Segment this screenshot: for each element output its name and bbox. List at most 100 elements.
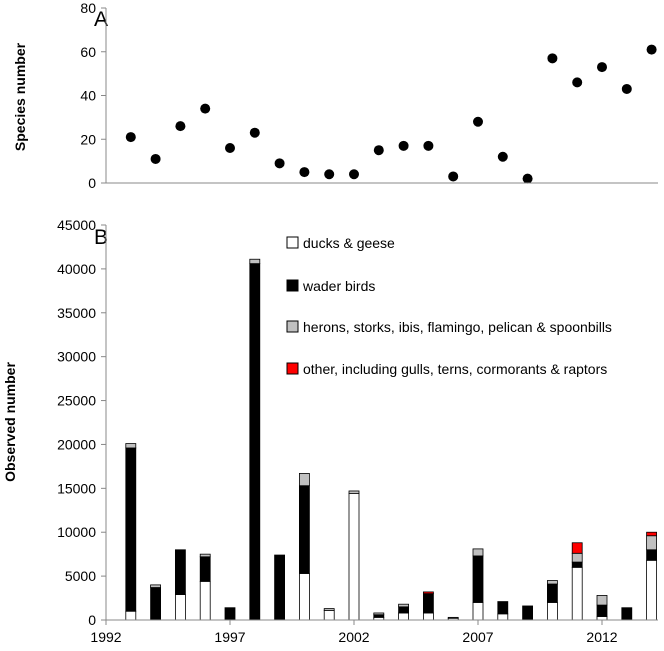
bar-segment-wader-birds xyxy=(596,604,608,617)
bar-segment-wader-birds xyxy=(646,549,657,561)
legend-label: wader birds xyxy=(302,278,375,294)
bar-segment-wader-birds xyxy=(422,593,434,614)
bar-segment-herons-storks xyxy=(199,553,211,558)
panel-b-y-tick-label: 45000 xyxy=(57,217,96,233)
bar-segment-herons-storks xyxy=(373,612,385,616)
bar-segment-other xyxy=(571,542,583,554)
panel-a-data-point xyxy=(225,143,235,153)
panel-a-data-point xyxy=(621,83,632,94)
bar-segment-wader-birds xyxy=(199,556,211,582)
panel-a-data-point xyxy=(324,169,335,180)
bar-segment-herons-storks xyxy=(398,603,410,608)
panel-a-y-axis-title: Species number xyxy=(12,42,28,151)
bar-segment-herons-storks xyxy=(447,616,459,619)
panel-b-y-tick-label: 20000 xyxy=(57,436,96,452)
bar-segment-herons-storks xyxy=(150,584,162,588)
bar-segment-herons-storks xyxy=(298,473,310,487)
panel-a-data-point xyxy=(373,145,384,156)
bar-segment-ducks-geese xyxy=(547,602,558,621)
panel-a-data-point xyxy=(547,53,558,64)
bar-segment-wader-birds xyxy=(497,601,509,615)
panel-b-y-tick-label: 10000 xyxy=(57,524,96,540)
bar-segment-wader-birds xyxy=(398,606,410,614)
bar-segment-herons-storks xyxy=(547,580,558,585)
bar-segment-ducks-geese xyxy=(298,573,310,621)
panel-a-data-point xyxy=(646,44,657,55)
bar-segment-wader-birds xyxy=(472,555,484,603)
bar-segment-ducks-geese xyxy=(398,612,410,621)
panel-a-y-tick-label: 60 xyxy=(80,44,96,60)
legend-label: ducks & geese xyxy=(303,235,395,251)
legend-swatch xyxy=(286,362,299,375)
bar-segment-ducks-geese xyxy=(472,602,484,621)
panel-a-data-point xyxy=(522,173,533,184)
panel-a-data-point xyxy=(349,169,359,180)
bar-segment-wader-birds xyxy=(547,583,558,603)
panel-a-data-point xyxy=(175,121,186,132)
bar-segment-herons-storks xyxy=(472,548,484,557)
bar-segment-wader-birds xyxy=(224,607,236,621)
panel-a-data-point xyxy=(249,127,260,138)
panel-a-data-point xyxy=(497,151,508,162)
panel-a-data-point xyxy=(299,167,310,178)
bar-segment-wader-birds xyxy=(150,587,162,621)
panel-b-x-tick-label: 2002 xyxy=(338,629,369,645)
panel-a: A Species number 0 20 40 60 80 xyxy=(12,0,658,191)
panel-a-y-tick-label: 20 xyxy=(80,131,96,147)
bar-segment-wader-birds xyxy=(621,607,633,621)
bar-segment-wader-birds xyxy=(174,549,186,595)
bar-segment-other xyxy=(646,531,657,537)
panel-b-y-tick-label: 25000 xyxy=(57,393,96,409)
panel-a-data-point xyxy=(423,140,434,151)
bar-segment-ducks-geese xyxy=(125,610,137,621)
legend-swatch xyxy=(286,236,299,249)
panel-a-data-point xyxy=(200,103,211,114)
panel-b-y-tick-label: 15000 xyxy=(57,480,96,496)
panel-a-data-point xyxy=(448,171,459,182)
bar-segment-herons-storks xyxy=(125,443,137,449)
panel-a-data-point xyxy=(473,116,483,127)
bar-segment-ducks-geese xyxy=(571,566,583,621)
legend-label: herons, storks, ibis, flamingo, pelican … xyxy=(303,319,612,335)
bar-segment-wader-birds xyxy=(125,447,137,612)
bar-segment-herons-storks xyxy=(596,595,608,606)
bar-segment-wader-birds xyxy=(571,561,583,568)
panel-a-data-point xyxy=(597,62,607,73)
panel-b-y-tick-label: 40000 xyxy=(57,261,96,277)
bar-segment-wader-birds xyxy=(249,263,261,621)
panel-b-label: B xyxy=(94,226,108,249)
bar-segment-wader-birds xyxy=(298,485,310,574)
panel-a-data-point xyxy=(125,132,136,143)
panel-a-y-tick-label: 40 xyxy=(80,88,96,104)
panel-a-data-point xyxy=(572,77,583,88)
bar-segment-ducks-geese xyxy=(323,609,335,621)
panel-b-y-tick-label: 35000 xyxy=(57,305,96,321)
panel-a-y-ticks: 0 20 40 60 80 xyxy=(80,0,106,191)
panel-b-y-tick-label: 30000 xyxy=(57,349,96,365)
panel-b-x-tick-label: 2007 xyxy=(462,629,493,645)
panel-b-y-ticks: 0 5000 10000 15000 20000 25000 30000 35000 40000… xyxy=(57,217,106,628)
bar-segment-ducks-geese xyxy=(199,580,211,621)
legend-swatch xyxy=(286,279,299,292)
panel-a-data-point xyxy=(398,140,409,151)
panel-a-label: A xyxy=(94,8,108,31)
bar-segment-ducks-geese xyxy=(174,594,186,621)
bar-segment-herons-storks xyxy=(571,552,583,563)
bar-segment-herons-storks xyxy=(249,258,261,265)
legend: ducks & geese wader birds herons, storks, … xyxy=(286,235,612,377)
panel-b-x-tick-label: 1997 xyxy=(214,629,245,645)
panel-a-y-tick-label: 0 xyxy=(88,175,96,191)
bar-segment-ducks-geese xyxy=(497,613,509,621)
panel-b-x-tick-label: 1992 xyxy=(90,629,121,645)
panel-b-x-tick-label: 2012 xyxy=(586,629,617,645)
panel-a-points xyxy=(125,44,657,184)
bar-segment-ducks-geese xyxy=(596,616,608,621)
bar-segment-herons-storks xyxy=(323,608,335,611)
bar-segment-ducks-geese xyxy=(646,559,657,621)
panel-b: B Observed number 0 5000 10000 15000 20000 25… xyxy=(2,217,658,645)
panel-b-x-ticks: 1992 1997 2002 2007 2012 xyxy=(90,620,618,645)
bar-segment-wader-birds xyxy=(274,554,286,621)
panel-b-bars xyxy=(125,258,657,621)
panel-b-y-axis-title: Observed number xyxy=(2,362,18,482)
panel-a-y-tick-label: 80 xyxy=(80,0,96,16)
